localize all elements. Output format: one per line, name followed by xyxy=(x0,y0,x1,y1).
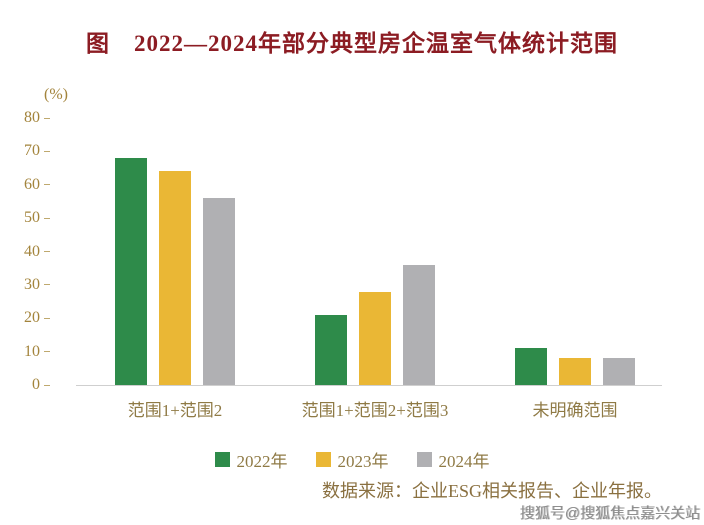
watermark: 搜狐号@搜狐焦点嘉兴关站 xyxy=(519,505,700,522)
bar xyxy=(515,348,547,385)
y-tick-mark xyxy=(44,217,50,219)
bar xyxy=(603,358,635,385)
bar-group xyxy=(115,118,235,385)
y-tick-mark xyxy=(44,150,50,152)
y-tick: 10 xyxy=(0,343,50,361)
y-tick-mark xyxy=(44,184,50,186)
bar-group xyxy=(515,118,635,385)
y-tick: 60 xyxy=(0,176,50,194)
legend-item: 2022年 xyxy=(214,447,288,472)
y-tick-label: 30 xyxy=(24,275,40,293)
bar xyxy=(115,158,147,385)
legend: 2022年 2023年 2024年 xyxy=(0,447,704,472)
y-tick: 20 xyxy=(0,309,50,327)
y-tick-mark xyxy=(44,251,50,252)
y-tick-mark xyxy=(44,351,50,353)
bar-group xyxy=(315,118,435,385)
y-tick: 50 xyxy=(0,209,50,227)
bar xyxy=(559,358,591,385)
y-tick-mark xyxy=(44,117,50,119)
legend-label: 2022年 xyxy=(236,452,288,471)
y-axis-unit-label: (%) xyxy=(44,86,68,103)
x-category-label: 范围1+范围2 xyxy=(127,401,223,420)
y-tick: 80 xyxy=(0,109,50,127)
x-axis-baseline xyxy=(76,385,662,386)
y-tick: 30 xyxy=(0,276,50,294)
y-tick-label: 10 xyxy=(24,342,40,360)
y-tick-label: 80 xyxy=(24,109,40,126)
legend-item: 2023年 xyxy=(315,447,389,472)
legend-swatch xyxy=(214,452,230,467)
legend-item: 2024年 xyxy=(416,447,490,472)
chart-title: 图 2022—2024年部分典型房企温室气体统计范围 xyxy=(86,31,618,56)
x-category-label: 未明确范围 xyxy=(532,401,618,420)
bar xyxy=(359,291,391,385)
y-tick: 40 xyxy=(0,243,50,261)
y-tick-label: 70 xyxy=(24,142,40,160)
bar xyxy=(315,314,347,385)
legend-swatch xyxy=(416,452,432,467)
y-tick-mark xyxy=(44,384,50,386)
y-tick-mark xyxy=(44,317,50,319)
y-tick-label: 40 xyxy=(24,242,40,260)
legend-swatch xyxy=(315,452,331,467)
y-tick-label: 60 xyxy=(24,175,40,193)
y-tick: 0 xyxy=(0,376,50,394)
bar xyxy=(159,171,191,385)
legend-label: 2024年 xyxy=(438,452,490,471)
y-tick-label: 50 xyxy=(24,209,40,227)
y-tick: 70 xyxy=(0,142,50,160)
y-tick-mark xyxy=(44,284,50,286)
bar xyxy=(403,264,435,385)
y-tick-label: 20 xyxy=(24,309,40,327)
x-category-label: 范围1+范围2+范围3 xyxy=(301,401,449,420)
legend-label: 2023年 xyxy=(337,452,389,471)
y-tick-label: 0 xyxy=(32,376,40,393)
source-note: 数据来源：企业ESG相关报告、企业年报。 xyxy=(321,481,662,501)
bar xyxy=(203,198,235,385)
